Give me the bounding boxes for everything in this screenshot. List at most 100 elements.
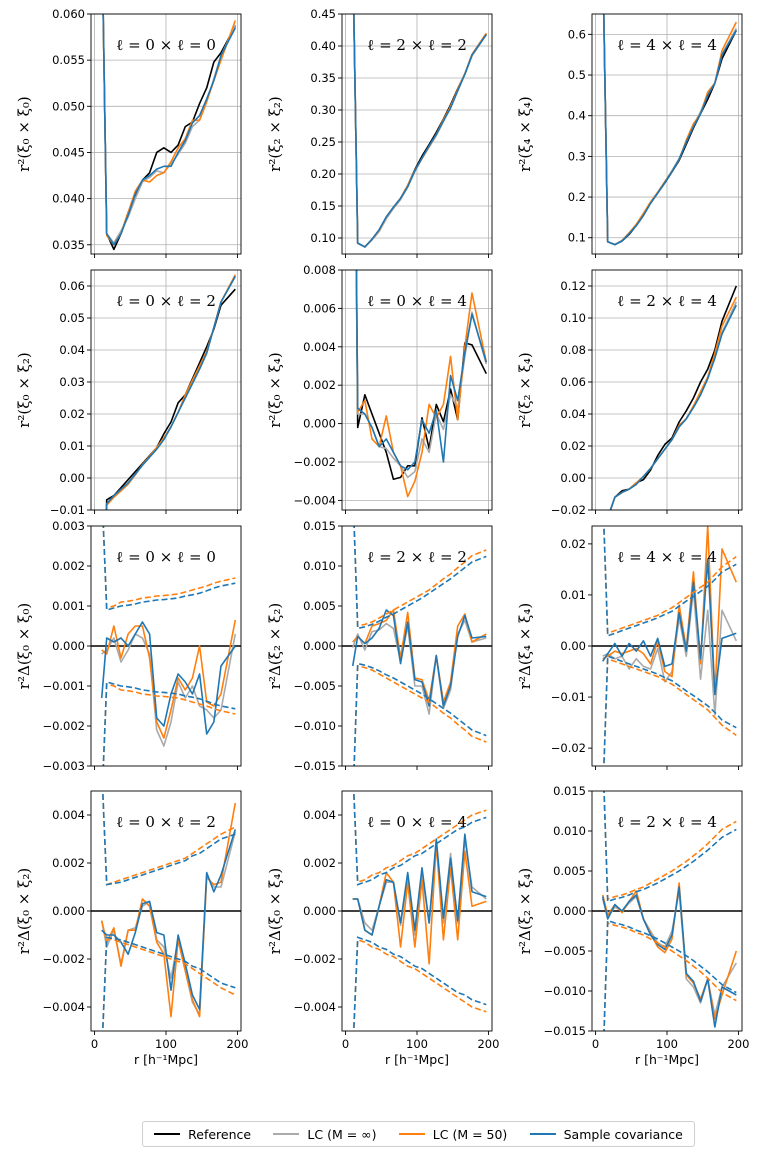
y-tick-label: 0.040 — [52, 192, 85, 206]
series-line-3 — [355, 270, 488, 471]
y-tick-label: 0.1 — [568, 231, 586, 245]
y-tick-label: 0.06 — [560, 375, 586, 389]
panel-p30: −0.004 −0.002 0.000 0.002 0.004 0 100 200 r [h⁻¹… — [15, 790, 248, 1067]
y-tick-label: 0.35 — [310, 71, 336, 85]
y-tick-label: 0.04 — [560, 407, 586, 421]
series-line-2 — [601, 882, 738, 1020]
x-tick-label: 200 — [226, 1037, 248, 1051]
y-tick-label: 0.045 — [52, 145, 85, 159]
y-tick-label: 0.004 — [52, 808, 85, 822]
y-tick-label: 0.02 — [560, 537, 586, 551]
series-line-2 — [609, 296, 738, 510]
y-tick-label: 0.060 — [52, 7, 85, 21]
y-tick-label: −0.010 — [293, 719, 336, 733]
band-upper-4 — [353, 526, 487, 627]
band-upper-5 — [352, 791, 487, 886]
y-tick-label: 0.4 — [568, 109, 586, 123]
y-tick-label: 0.000 — [553, 904, 586, 918]
panel-annotation: ℓ = 0 × ℓ = 2 — [116, 292, 216, 310]
band-lower-5 — [353, 662, 487, 766]
band-upper-5 — [102, 526, 236, 612]
panel-annotation: ℓ = 0 × ℓ = 4 — [367, 813, 467, 831]
band-upper-4 — [101, 791, 236, 886]
y-tick-label: 0.00 — [560, 471, 586, 485]
y-tick-label: −0.004 — [293, 1000, 336, 1014]
y-tick-label: 0.004 — [303, 340, 336, 354]
panel-annotation: ℓ = 2 × ℓ = 2 — [367, 548, 467, 566]
y-tick-label: 0.6 — [568, 27, 586, 41]
x-axis-label: r [h⁻¹Mpc] — [134, 1052, 198, 1067]
legend-line-lc-inf — [273, 1133, 300, 1135]
series-line-3 — [602, 14, 737, 246]
panel-annotation: ℓ = 0 × ℓ = 4 — [367, 292, 467, 310]
x-tick-label: 100 — [155, 1037, 177, 1051]
y-tick-label: −0.015 — [543, 1024, 586, 1038]
series-line-3 — [102, 14, 237, 246]
y-axis-label: r²Δ(ξ₂ × ξ₂) — [266, 603, 284, 689]
legend-item-lc-inf: LC (M = ∞) — [273, 1127, 376, 1142]
x-tick-label: 200 — [727, 1037, 749, 1051]
panel-annotation: ℓ = 2 × ℓ = 4 — [617, 813, 717, 831]
y-tick-label: 0.035 — [52, 238, 85, 252]
x-tick-label: 0 — [342, 1037, 349, 1051]
y-tick-label: −0.02 — [551, 503, 586, 517]
plot-area — [353, 14, 487, 248]
y-axis-label: r²Δ(ξ₀ × ξ₀) — [15, 603, 33, 689]
legend-label-lc-inf: LC (M = ∞) — [307, 1126, 377, 1142]
y-axis-label: r²(ξ₀ × ξ₀) — [15, 96, 33, 172]
panel-annotation: ℓ = 2 × ℓ = 4 — [617, 292, 717, 310]
legend-label-lc-50: LC (M = 50) — [432, 1126, 508, 1142]
series-line-3 — [101, 829, 237, 1011]
panel-annotation: ℓ = 4 × ℓ = 4 — [617, 548, 717, 566]
y-tick-label: 0.00 — [560, 639, 586, 653]
x-tick-label: 100 — [656, 1037, 678, 1051]
plot-area — [355, 270, 488, 498]
band-lower-4 — [603, 657, 737, 766]
y-tick-label: 0.002 — [52, 559, 85, 573]
y-tick-label: 0.001 — [52, 599, 85, 613]
panel-p11: −0.004 −0.002 0.000 0.002 0.004 0.006 0.008 r²(… — [266, 263, 493, 514]
panel-p12: −0.02 0.00 0.02 0.04 0.06 0.08 0.10 0.12 r²(ξ₂ ×… — [516, 269, 743, 517]
panel-p02: 0.1 0.2 0.3 0.4 0.5 0.6 r²(ξ₄ × ξ₄) ℓ = 4 × ℓ =… — [516, 13, 743, 258]
series-line-1 — [352, 838, 487, 936]
y-tick-label: 0.008 — [303, 263, 336, 277]
y-tick-label: 0.5 — [568, 68, 586, 82]
panel-annotation: ℓ = 0 × ℓ = 0 — [116, 548, 216, 566]
y-tick-label: 0.10 — [560, 311, 586, 325]
y-tick-label: 0.010 — [303, 559, 336, 573]
y-tick-label: −0.02 — [551, 741, 586, 755]
y-tick-label: 0.000 — [52, 639, 85, 653]
y-axis-label: r²(ξ₀ × ξ₂) — [15, 352, 33, 428]
band-lower-5 — [603, 919, 737, 1031]
y-tick-label: −0.015 — [293, 759, 336, 773]
plot-area — [91, 526, 241, 766]
y-tick-label: −0.002 — [42, 719, 85, 733]
panel-annotation: ℓ = 4 × ℓ = 4 — [617, 36, 717, 54]
panel-p22: −0.02 −0.01 0.00 0.01 0.02 r²Δ(ξ₄ × ξ₄) ℓ = 4 … — [516, 525, 743, 770]
y-tick-label: 0.10 — [310, 231, 336, 245]
legend: Reference LC (M = ∞) LC (M = 50) Sample … — [142, 1121, 695, 1147]
panel-p32: −0.015 −0.010 −0.005 0.000 0.005 0.010 0.015 0 1… — [516, 784, 749, 1067]
y-tick-label: 0.25 — [310, 135, 336, 149]
legend-item-sample-cov: Sample covariance — [529, 1126, 683, 1142]
band-lower-5 — [102, 680, 236, 766]
panel-p21: −0.015 −0.010 −0.005 0.000 0.005 0.010 0.015 r²… — [266, 519, 493, 773]
series-line-1 — [609, 301, 738, 510]
panel-p10: −0.01 0.00 0.01 0.02 0.03 0.04 0.05 0.06 r²(ξ₀ ×… — [15, 269, 242, 517]
y-tick-label: 0.000 — [52, 904, 85, 918]
y-tick-label: 0.050 — [52, 99, 85, 113]
panel-annotation: ℓ = 0 × ℓ = 2 — [116, 813, 216, 831]
series-line-3 — [352, 833, 487, 936]
legend-line-reference — [154, 1133, 181, 1135]
plot-area — [592, 526, 742, 766]
y-tick-label: 0.3 — [568, 149, 586, 163]
y-axis-label: r²Δ(ξ₀ × ξ₂) — [15, 868, 33, 954]
plot-area — [105, 274, 236, 510]
series-line-2 — [355, 270, 488, 498]
legend-label-sample-cov: Sample covariance — [563, 1126, 683, 1142]
y-tick-label: −0.001 — [42, 679, 85, 693]
y-tick-label: 0.003 — [52, 519, 85, 533]
plot-area — [602, 14, 738, 246]
legend-item-reference: Reference — [154, 1127, 251, 1142]
series-line-3 — [609, 304, 738, 510]
